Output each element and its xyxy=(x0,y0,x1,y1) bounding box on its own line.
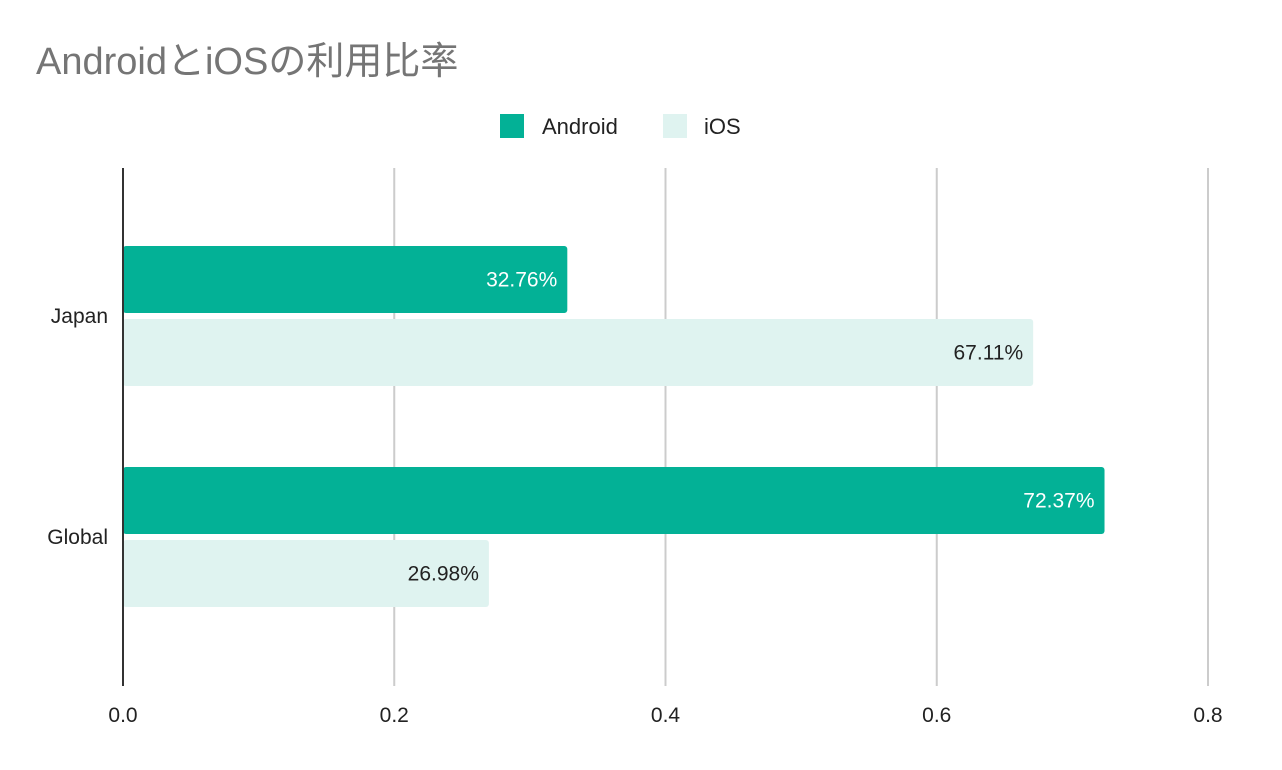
bar-android-japan xyxy=(123,246,568,313)
bars: 32.76% 67.11% 72.37% 26.98% xyxy=(123,246,1105,607)
chart-title: AndroidとiOSの利用比率 xyxy=(36,41,458,83)
legend: Android iOS xyxy=(500,114,741,139)
legend-swatch-ios xyxy=(663,114,687,138)
axis: 0.0 0.2 0.4 0.6 0.8 Japan Global xyxy=(47,168,1223,727)
x-tick-label-0.6: 0.6 xyxy=(922,704,951,727)
data-label-ios-global: 26.98% xyxy=(408,563,479,586)
data-label-android-japan: 32.76% xyxy=(486,269,557,292)
x-tick-label-0.2: 0.2 xyxy=(380,704,409,727)
bar-android-global xyxy=(123,467,1105,534)
x-tick-label-0.4: 0.4 xyxy=(651,704,681,727)
category-label-japan: Japan xyxy=(51,305,108,328)
legend-label-ios: iOS xyxy=(704,114,741,139)
x-tick-label-0.8: 0.8 xyxy=(1193,704,1222,727)
x-tick-label-0.0: 0.0 xyxy=(108,704,137,727)
category-label-global: Global xyxy=(47,526,108,549)
legend-swatch-android xyxy=(500,114,524,138)
legend-label-android: Android xyxy=(542,114,618,139)
bar-ios-japan xyxy=(123,319,1034,386)
gridlines xyxy=(393,168,1209,686)
bar-ios-global xyxy=(123,540,489,607)
data-label-android-global: 72.37% xyxy=(1023,490,1094,513)
data-label-ios-japan: 67.11% xyxy=(954,342,1024,365)
